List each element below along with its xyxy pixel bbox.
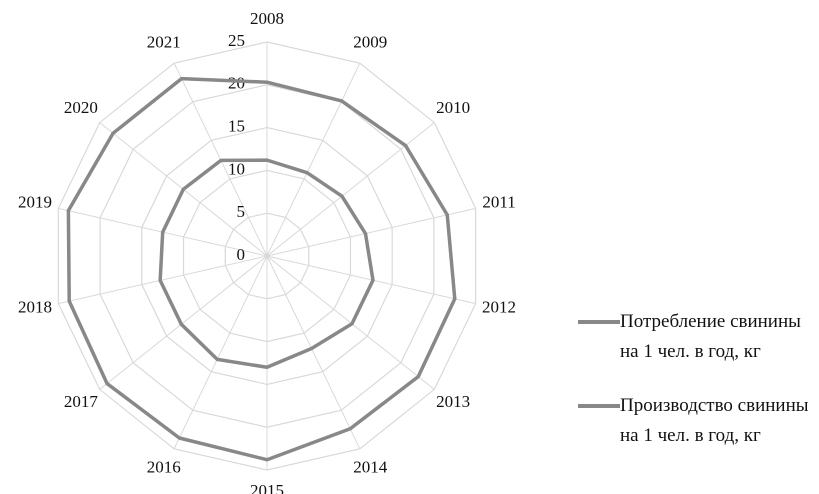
tick-label: 5	[237, 202, 246, 221]
legend-label: Производство свинины на 1 чел. в год, кг	[620, 395, 809, 446]
spoke	[58, 255, 268, 305]
tick-label: 10	[228, 159, 245, 178]
category-label: 2020	[64, 98, 98, 117]
legend-item: Потребление свинины на 1 чел. в год, кг	[578, 307, 818, 367]
legend-label: Потребление свинины на 1 чел. в год, кг	[620, 311, 801, 362]
category-label: 2021	[147, 32, 181, 51]
spoke	[173, 255, 268, 450]
series-line	[158, 158, 375, 370]
legend-swatch	[578, 404, 620, 408]
category-label: 2014	[353, 458, 388, 477]
category-label: 2011	[482, 192, 515, 211]
category-label: 2017	[64, 392, 99, 411]
category-label: 2016	[147, 458, 181, 477]
category-label: 2009	[353, 32, 387, 51]
legend-swatch	[578, 320, 620, 324]
spoke	[266, 62, 361, 257]
category-label: 2015	[250, 481, 284, 494]
category-label: 2013	[436, 392, 470, 411]
category-label: 2018	[18, 297, 52, 316]
spoke	[266, 207, 476, 257]
category-label: 2012	[482, 297, 516, 316]
spoke	[266, 255, 361, 450]
tick-label: 20	[228, 74, 245, 93]
spoke	[266, 122, 435, 257]
legend-item: Производство свинины на 1 чел. в год, кг	[578, 391, 818, 451]
tick-label: 0	[237, 245, 246, 264]
category-label: 2019	[18, 192, 52, 211]
tick-label: 15	[228, 117, 245, 136]
tick-label: 25	[228, 31, 245, 50]
series-line	[66, 76, 457, 462]
spoke	[99, 255, 268, 390]
category-label: 2008	[250, 9, 284, 28]
category-label: 2010	[436, 98, 470, 117]
